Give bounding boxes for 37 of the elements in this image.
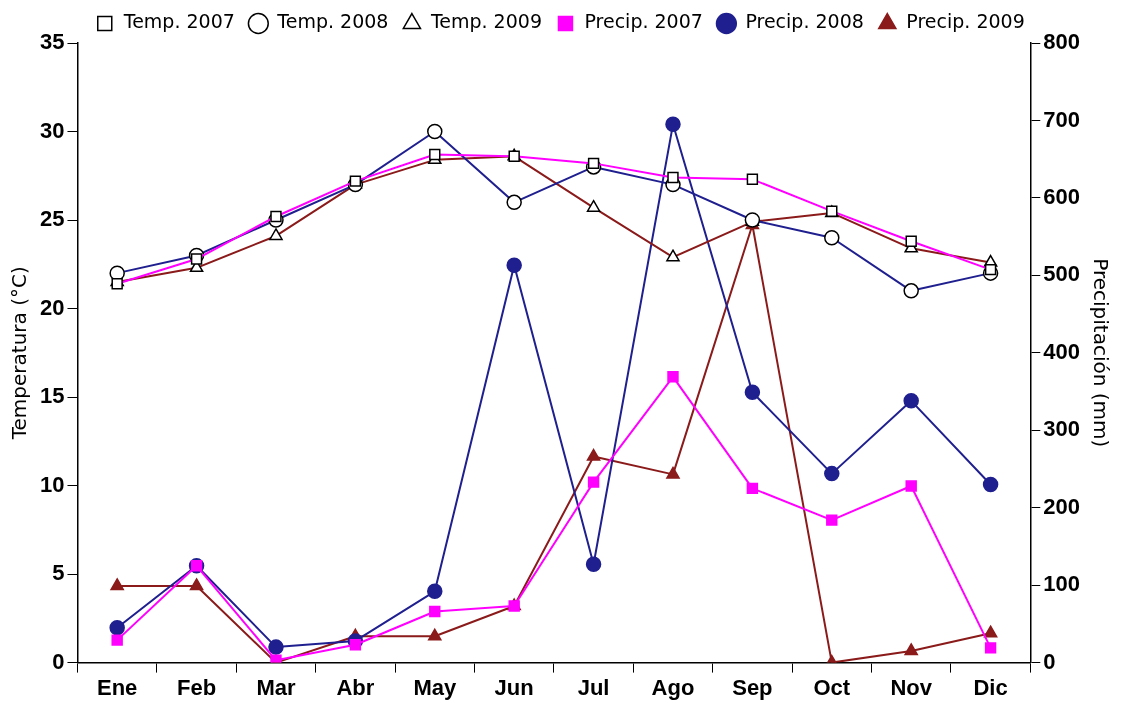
y2-tick-label: 500	[1043, 261, 1081, 287]
y2-tick-label: 800	[1043, 29, 1081, 55]
y2-tick-label: 0	[1043, 648, 1056, 674]
x-tick-label: Nov	[890, 674, 933, 700]
legend-label: Precip. 2008	[745, 10, 864, 33]
y-tick-label: 25	[39, 206, 65, 232]
x-tick-label: Sep	[732, 674, 773, 700]
y2-tick-label: 200	[1043, 493, 1081, 519]
x-tick-label: Oct	[813, 674, 851, 700]
legend-label: Temp. 2007	[122, 10, 235, 33]
x-tick-label: Dic	[973, 674, 1008, 700]
y-tick-label: 20	[39, 294, 65, 320]
y-tick-label: 10	[39, 471, 65, 497]
y2-axis-title: Precipitación (mm)	[1088, 258, 1113, 448]
x-tick-label: Jun	[494, 674, 534, 700]
x-tick-label: Feb	[177, 674, 217, 700]
y-tick-label: 35	[39, 29, 65, 55]
x-tick-label: May	[413, 674, 457, 700]
legend-label: Temp. 2008	[276, 10, 389, 33]
y-tick-label: 30	[39, 117, 65, 143]
x-tick-label: Ene	[96, 674, 138, 700]
x-tick-label: Abr	[336, 674, 375, 700]
y2-tick-label: 600	[1043, 183, 1081, 209]
x-tick-label: Mar	[256, 674, 296, 700]
y-tick-label: 0	[52, 648, 65, 674]
y-tick-label: 15	[39, 383, 65, 409]
legend-label: Precip. 2007	[584, 10, 703, 33]
y2-tick-label: 300	[1043, 416, 1081, 442]
legend-label: Precip. 2009	[906, 10, 1025, 33]
legend-label: Temp. 2009	[429, 10, 542, 33]
x-tick-label: Jul	[577, 674, 610, 700]
y-axis-title: Temperatura (°C)	[7, 266, 32, 441]
y2-tick-label: 700	[1043, 106, 1081, 132]
x-tick-label: Ago	[651, 674, 695, 700]
y2-tick-label: 400	[1043, 338, 1081, 364]
y-tick-label: 5	[52, 560, 65, 586]
y2-tick-label: 100	[1043, 571, 1081, 597]
